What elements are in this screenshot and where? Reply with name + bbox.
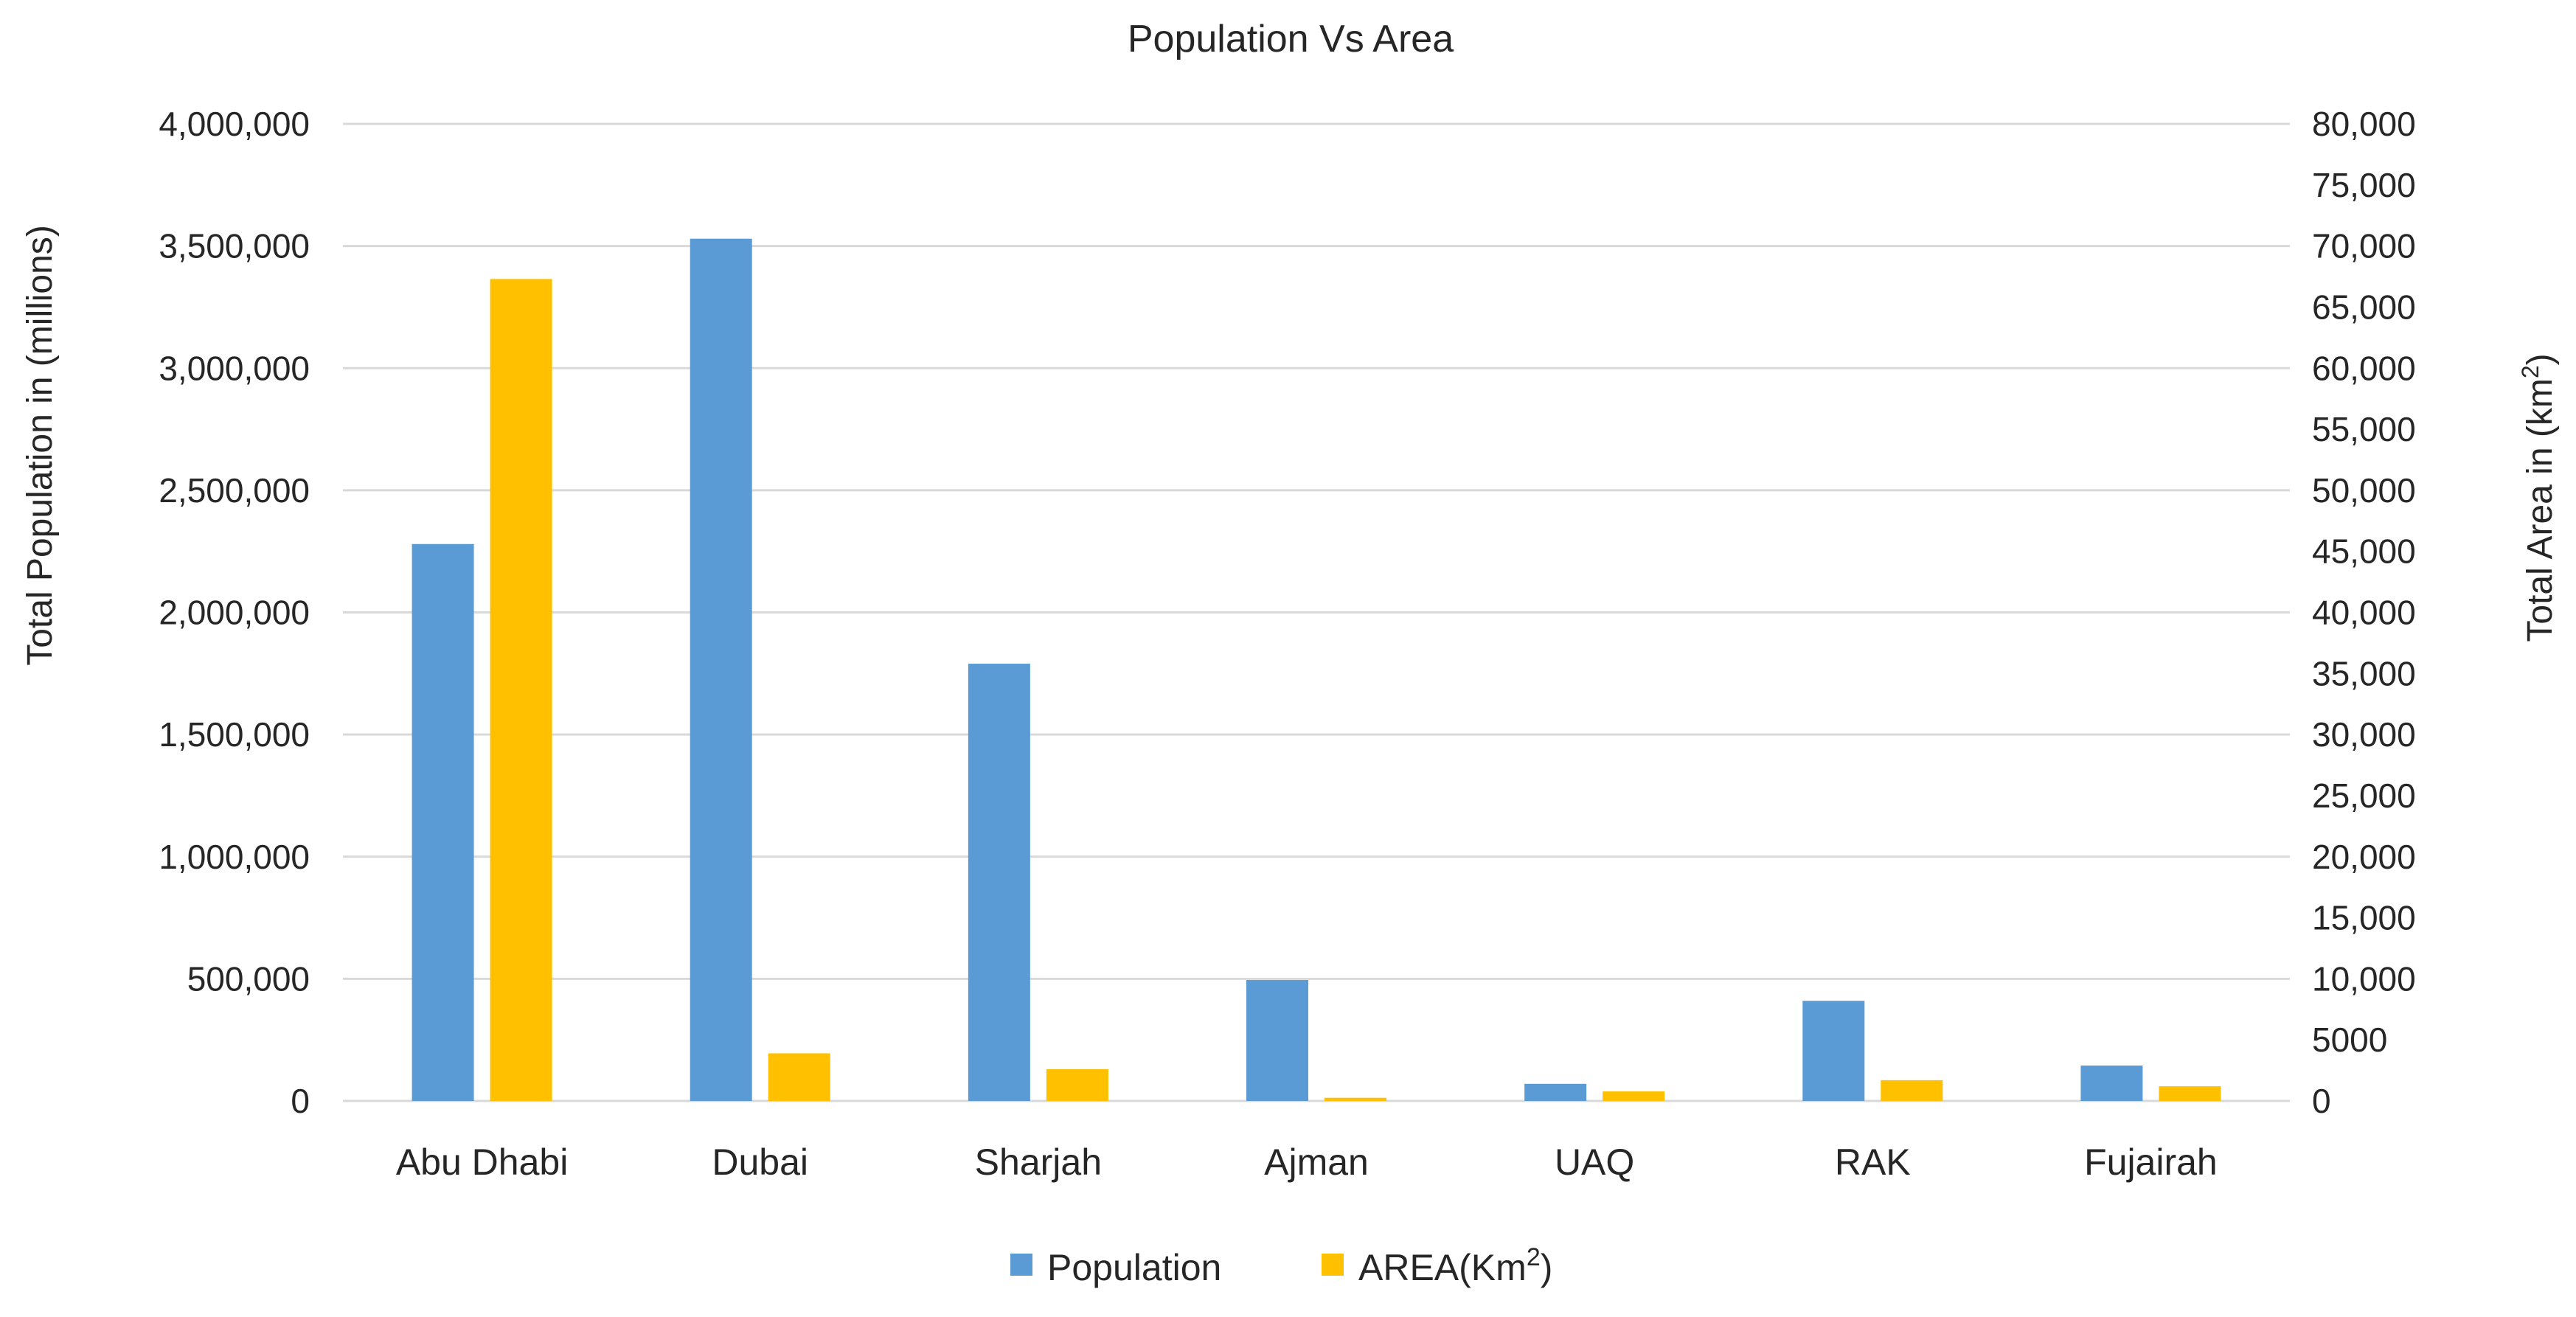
right-tick-label: 15,000 [2312,899,2416,937]
category-label: Dubai [712,1141,808,1183]
right-tick-label: 20,000 [2312,838,2416,876]
left-tick-label: 4,000,000 [159,105,310,143]
category-label: UAQ [1555,1141,1634,1183]
left-tick-label: 2,000,000 [159,594,310,632]
right-tick-label: 80,000 [2312,105,2416,143]
right-tick-label: 60,000 [2312,349,2416,387]
bar-population-fujairah [2080,1065,2143,1101]
bar-area-sharjah [1046,1068,1108,1101]
bar-area-ajman [1325,1097,1386,1101]
category-label: RAK [1835,1141,1911,1183]
bar-population-ajman [1246,980,1308,1101]
right-tick-label: 50,000 [2312,471,2416,510]
right-axis-title-main: Total Area in (km [2521,378,2560,642]
bar-area-fujairah [2159,1086,2221,1101]
right-tick-label: 55,000 [2312,410,2416,448]
legend-label-area-main: AREA(Km [1358,1247,1527,1288]
left-axis-ticks: 0 500,000 1,000,000 1,500,000 2,000,000 2,500… [159,105,310,1120]
legend-label-area: AREA(Km2) [1358,1243,1552,1288]
legend-swatch-population [1010,1254,1032,1276]
bar-area-dubai [768,1053,830,1101]
chart-title: Population Vs Area [1128,18,1454,60]
left-tick-label: 3,000,000 [159,349,310,387]
right-axis-ticks: 0 5000 10,000 15,000 20,000 25,000 30,000 35,00… [2312,105,2416,1120]
category-label: Fujairah [2084,1141,2218,1183]
right-tick-label: 25,000 [2312,776,2416,815]
bar-population-rak [1802,1001,1865,1101]
category-label: Sharjah [975,1141,1102,1183]
bar-population-dubai [690,238,752,1101]
right-tick-label: 45,000 [2312,532,2416,571]
left-tick-label: 2,500,000 [159,471,310,510]
right-tick-label: 75,000 [2312,166,2416,204]
bar-area-rak [1881,1080,1943,1101]
right-tick-label: 5000 [2312,1021,2387,1059]
category-label: Abu Dhabi [396,1141,569,1183]
bar-area-abu-dhabi [490,279,552,1101]
right-axis-title-sup: 2 [2517,365,2544,378]
left-tick-label: 0 [291,1082,310,1120]
left-tick-label: 500,000 [187,959,310,998]
category-label: Ajman [1264,1141,1369,1183]
legend-swatch-area [1322,1254,1344,1276]
category-labels: Abu Dhabi Dubai Sharjah Ajman UAQ RAK Fujairah [396,1141,2218,1183]
bar-population-abu-dhabi [412,543,474,1101]
bars [412,238,2221,1101]
gridlines [343,122,2290,1102]
right-tick-label: 65,000 [2312,288,2416,326]
bar-area-uaq [1603,1091,1665,1101]
right-tick-label: 30,000 [2312,715,2416,754]
right-tick-label: 70,000 [2312,227,2416,265]
bar-population-sharjah [968,664,1030,1101]
legend-label-area-sup: 2 [1527,1243,1541,1271]
legend: Population AREA(Km2) [1010,1243,1552,1288]
legend-label-area-tail: ) [1541,1247,1553,1288]
right-tick-label: 40,000 [2312,594,2416,632]
left-tick-label: 1,000,000 [159,838,310,876]
legend-label-population: Population [1047,1247,1221,1288]
right-tick-label: 0 [2312,1082,2331,1120]
bar-population-uaq [1524,1083,1587,1101]
left-axis-title: Total Population in (millions) [21,225,60,666]
left-tick-label: 1,500,000 [159,715,310,754]
right-axis-title: Total Area in (km2) [2517,353,2560,642]
left-tick-label: 3,500,000 [159,227,310,265]
right-tick-label: 10,000 [2312,959,2416,998]
right-tick-label: 35,000 [2312,654,2416,692]
right-axis-title-tail: ) [2521,353,2560,365]
